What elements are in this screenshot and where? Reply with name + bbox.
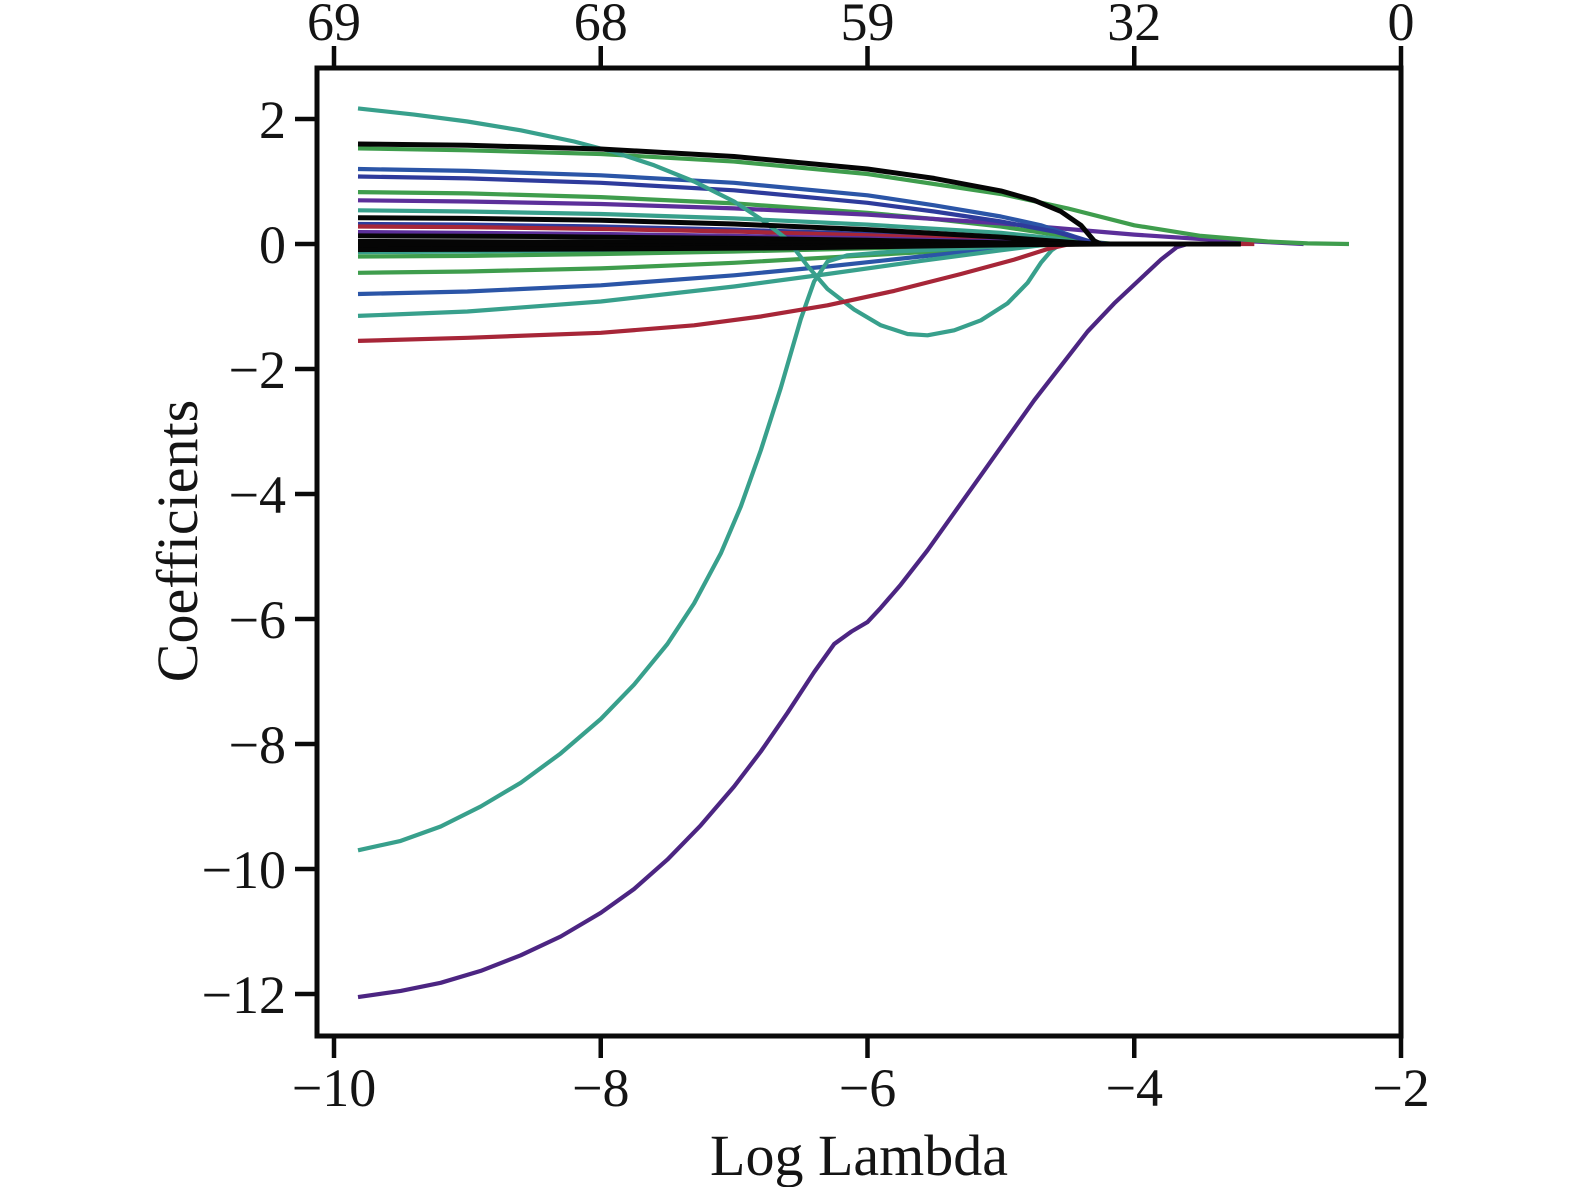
x-axis-tick-label: −6 <box>839 1058 896 1118</box>
x-axis-tick-label: −8 <box>572 1058 629 1118</box>
x-axis-tick-label: −4 <box>1106 1058 1163 1118</box>
series-teal-descending <box>357 106 1088 338</box>
y-axis-title: Coefficients <box>145 400 210 682</box>
y-axis-tick-label: −2 <box>229 340 286 400</box>
series-black-top <box>357 141 1241 247</box>
top-axis-tick-label: 0 <box>1388 0 1415 52</box>
series-teal-ascending <box>357 241 1075 853</box>
x-axis-tick-label: −2 <box>1372 1058 1429 1118</box>
y-axis-tick-label: 2 <box>259 90 286 150</box>
series-layer <box>357 106 1350 1000</box>
top-axis-tick-label: 69 <box>307 0 361 52</box>
series-red-rising <box>357 241 1088 343</box>
x-axis-tick-label: −10 <box>292 1058 376 1118</box>
y-axis-tick-label: −6 <box>229 590 286 650</box>
series-navy-top <box>357 174 1108 247</box>
series-purple-ascending <box>357 241 1208 1000</box>
top-axis-tick-label: 59 <box>841 0 895 52</box>
y-axis-tick-label: −10 <box>202 840 286 900</box>
x-axis-title: Log Lambda <box>710 1123 1008 1187</box>
top-axis-tick-label: 68 <box>574 0 628 52</box>
y-axis-tick-label: −4 <box>229 465 286 525</box>
series-black-small-4 <box>357 241 1108 253</box>
ticks-layer: −10 −8 −6 −4 −269 68 59 32 020−2−4−6−8−10−12 <box>202 0 1430 1118</box>
top-axis-tick-label: 32 <box>1107 0 1161 52</box>
y-axis-tick-label: −8 <box>229 715 286 775</box>
y-axis-tick-label: −12 <box>202 965 286 1025</box>
y-axis-tick-label: 0 <box>259 215 286 275</box>
plot-border <box>314 65 1404 1039</box>
